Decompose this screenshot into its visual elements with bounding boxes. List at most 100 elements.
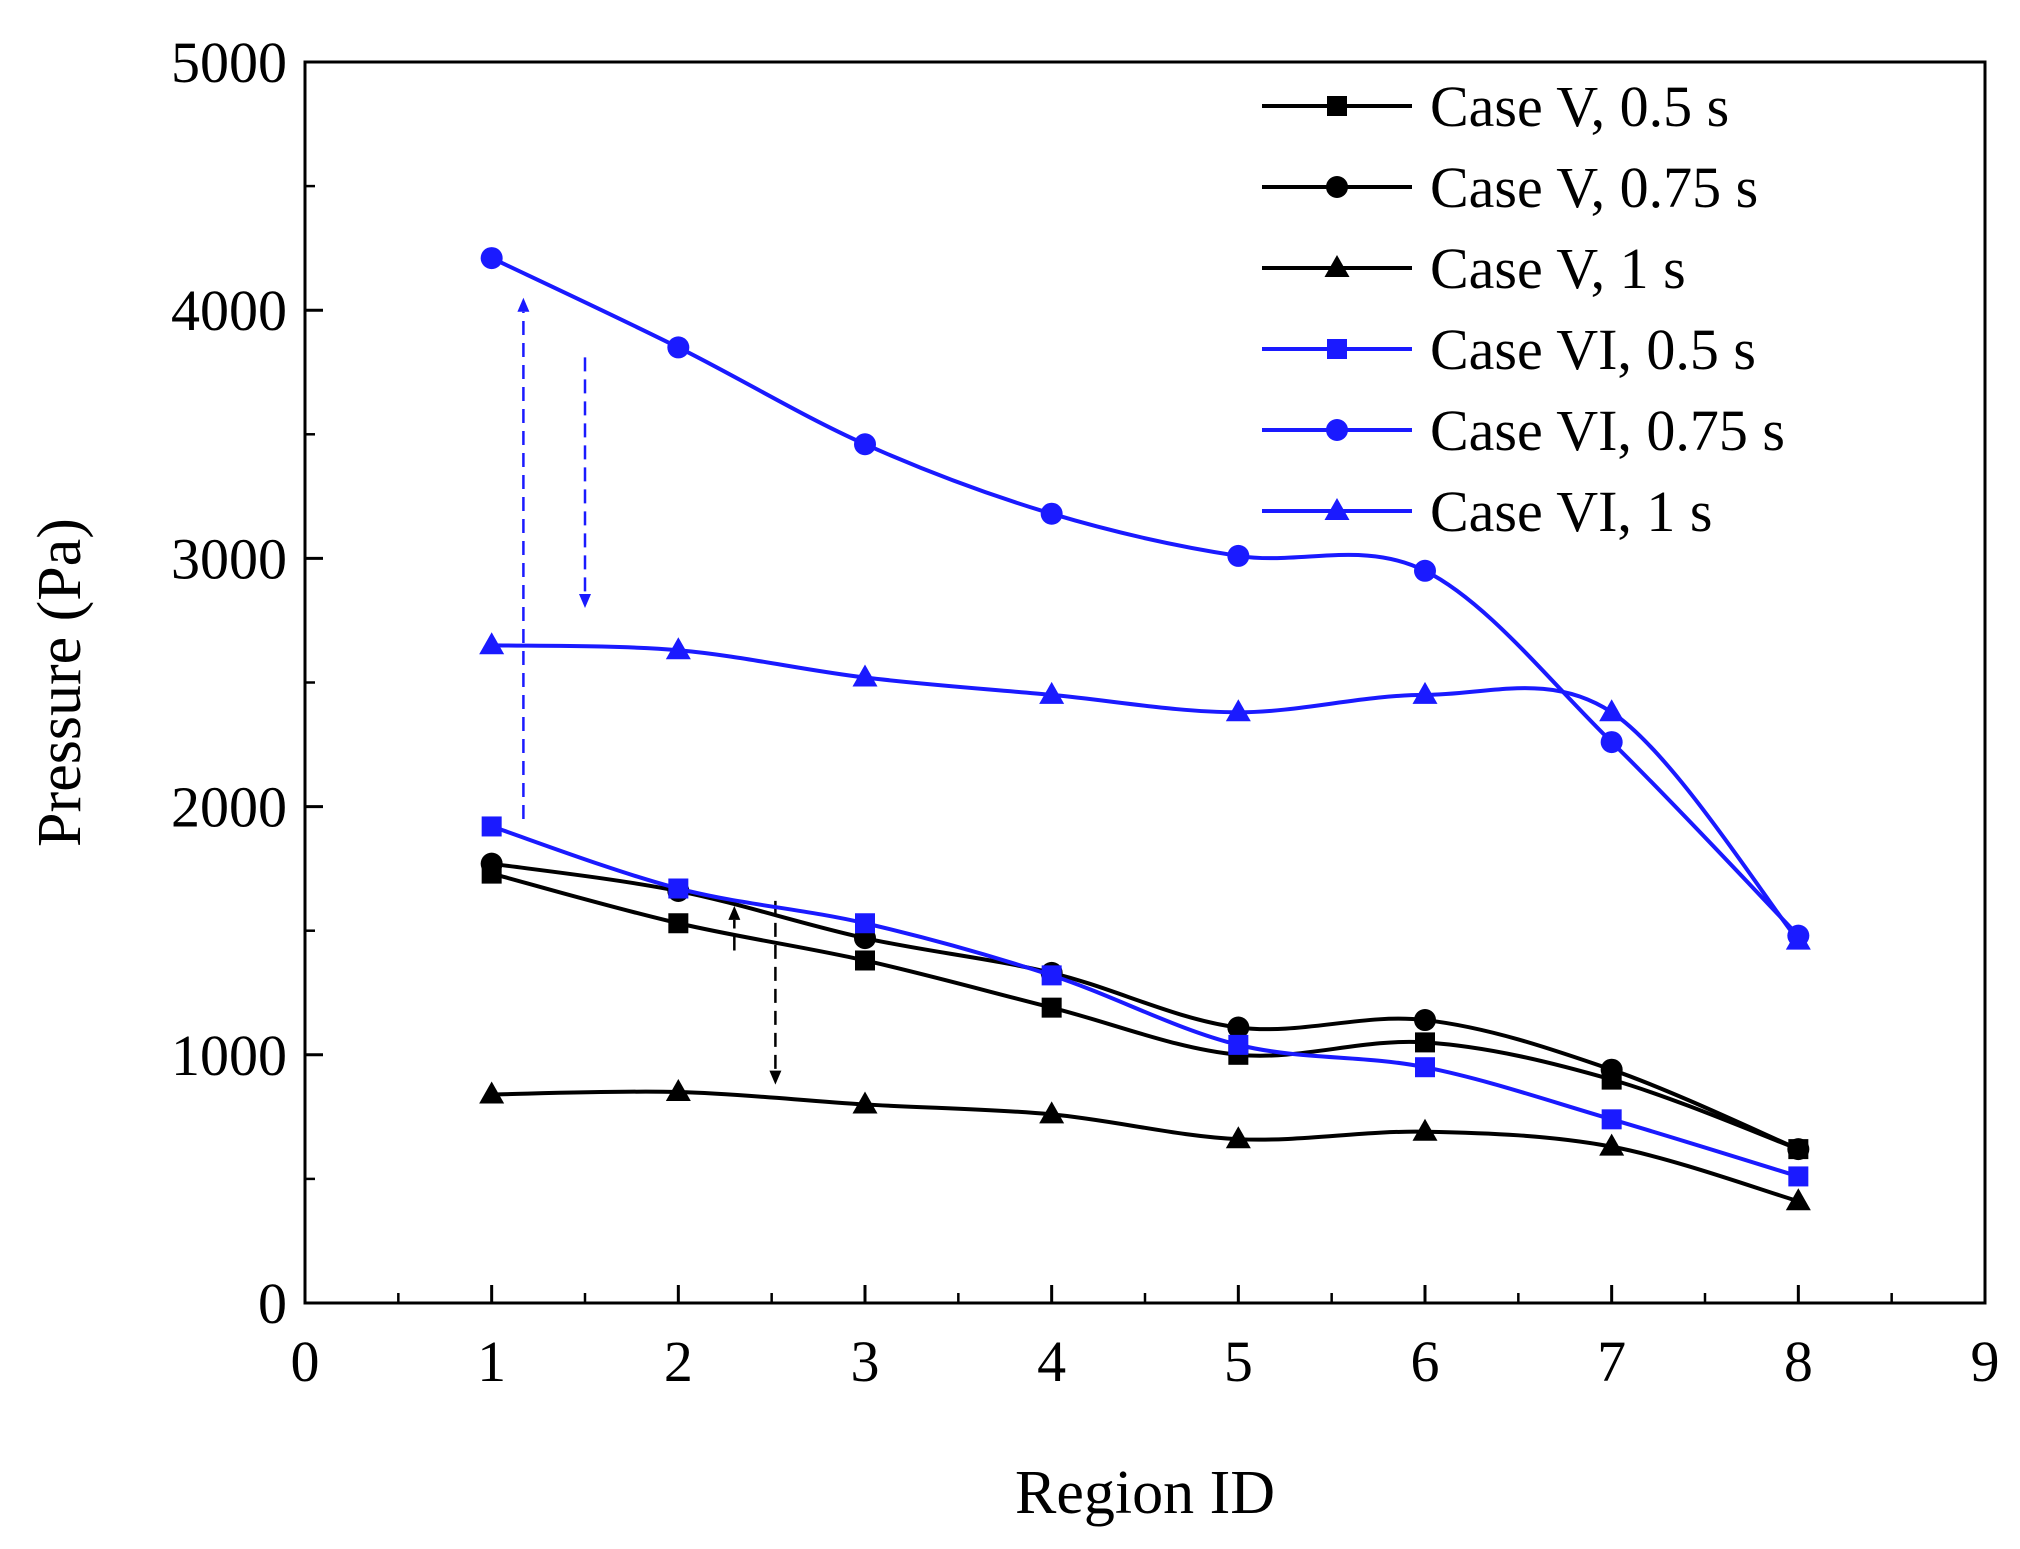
data-point: [479, 1081, 505, 1104]
legend-item: Case VI, 1 s: [1262, 479, 1712, 544]
x-tick-label: 2: [664, 1329, 693, 1394]
x-tick-label: 4: [1037, 1329, 1066, 1394]
legend-marker: [1327, 339, 1347, 359]
data-point: [667, 336, 690, 359]
legend-label: Case V, 0.5 s: [1430, 74, 1729, 139]
data-point: [1227, 544, 1250, 567]
arrow-head: [517, 297, 530, 312]
data-point: [668, 913, 689, 934]
arrow-head: [769, 1070, 782, 1085]
legend-marker: [1326, 176, 1348, 198]
y-tick-label: 5000: [171, 30, 287, 95]
series-3: [479, 1079, 1811, 1211]
data-point: [1600, 1058, 1623, 1081]
data-point: [1225, 1126, 1251, 1149]
data-point: [1788, 1166, 1809, 1187]
data-point: [1415, 1057, 1435, 1078]
data-point: [1412, 681, 1438, 704]
data-point: [854, 433, 876, 456]
x-tick-label: 1: [477, 1329, 506, 1394]
legend-item: Case V, 1 s: [1262, 236, 1686, 301]
data-point: [1041, 997, 1062, 1018]
legend-item: Case VI, 0.75 s: [1262, 398, 1785, 463]
data-point: [855, 950, 875, 971]
data-point: [1600, 731, 1623, 754]
annotation-arrow: [517, 297, 530, 820]
x-tick-label: 6: [1411, 1329, 1440, 1394]
legend: Case V, 0.5 s Case V, 0.75 s Case V, 1 s Ca…: [1262, 74, 1785, 544]
x-axis-title: Region ID: [1015, 1459, 1275, 1527]
data-point: [1785, 1188, 1811, 1211]
series-line: [491, 1089, 1799, 1204]
legend-label: Case V, 1 s: [1430, 236, 1686, 301]
data-point: [480, 247, 503, 270]
data-point: [1414, 559, 1436, 582]
data-point: [1601, 1109, 1622, 1130]
y-tick-label: 2000: [171, 775, 287, 840]
series-line: [491, 861, 1800, 1151]
x-tick-label: 9: [1971, 1329, 2000, 1394]
legend-item: Case VI, 0.5 s: [1262, 317, 1756, 382]
data-point: [1412, 1118, 1438, 1141]
data-point: [665, 637, 691, 660]
data-point: [480, 852, 503, 875]
y-tick-label: 4000: [171, 278, 287, 343]
data-point: [1041, 965, 1062, 986]
data-point: [1039, 681, 1065, 704]
ticks-layer: 0 1 2 3 4 5 6 7 8 9 0 1000 2000 3000 4000 5000: [171, 30, 2000, 1394]
legend-label: Case VI, 0.5 s: [1430, 317, 1756, 382]
data-point: [479, 632, 505, 655]
data-point: [481, 816, 502, 837]
series-5: [480, 247, 1810, 947]
axes-layer: [303, 60, 1987, 1305]
legend-marker: [1327, 96, 1347, 116]
data-point: [1039, 1101, 1065, 1124]
legend-label: Case VI, 1 s: [1430, 479, 1712, 544]
data-point: [1599, 1133, 1625, 1156]
data-point: [1414, 1009, 1436, 1032]
annotations-layer: [517, 297, 782, 1085]
data-point: [1415, 1032, 1435, 1053]
arrow-head: [728, 905, 741, 920]
series-line: [491, 824, 1799, 1179]
data-point: [1227, 1016, 1250, 1039]
series-layer: [479, 247, 1811, 1211]
annotation-arrow: [769, 900, 782, 1085]
y-tick-label: 0: [258, 1271, 287, 1336]
legend-marker: [1324, 498, 1350, 520]
legend-marker: [1324, 255, 1350, 277]
data-point: [1040, 502, 1063, 525]
series-line: [491, 871, 1800, 1151]
data-point: [668, 878, 689, 899]
legend-label: Case VI, 0.75 s: [1430, 398, 1785, 463]
y-tick-label: 3000: [171, 526, 287, 591]
annotation-arrow: [579, 357, 591, 609]
y-tick-label: 1000: [171, 1023, 287, 1088]
x-tick-label: 8: [1784, 1329, 1813, 1394]
annotation-arrow: [728, 905, 741, 951]
series-4: [481, 816, 1809, 1187]
y-axis-title: Pressure (Pa): [26, 518, 94, 847]
legend-item: Case V, 0.5 s: [1262, 74, 1729, 139]
x-tick-label: 5: [1224, 1329, 1253, 1394]
x-tick-label: 3: [851, 1329, 880, 1394]
legend-marker: [1326, 419, 1348, 441]
data-point: [1225, 699, 1251, 722]
x-tick-label: 7: [1597, 1329, 1626, 1394]
data-point: [1787, 1138, 1810, 1161]
x-tick-label: 0: [291, 1329, 320, 1394]
arrow-head: [579, 594, 591, 609]
data-point: [1228, 1034, 1249, 1055]
data-point: [855, 913, 875, 934]
legend-label: Case V, 0.75 s: [1430, 155, 1758, 220]
legend-item: Case V, 0.75 s: [1262, 155, 1758, 220]
plot-frame: [303, 60, 1987, 1305]
data-point: [1599, 699, 1625, 722]
data-point: [852, 1091, 878, 1114]
data-point: [852, 664, 878, 687]
data-point: [665, 1079, 691, 1102]
data-point: [1785, 927, 1811, 950]
series-6: [479, 632, 1811, 950]
